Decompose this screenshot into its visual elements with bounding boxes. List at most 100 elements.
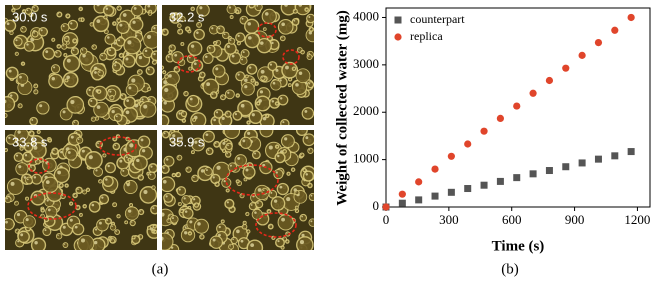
droplet-highlight (111, 239, 113, 241)
droplet-highlight (281, 22, 285, 27)
droplet (106, 46, 117, 57)
droplet (146, 225, 151, 230)
x-tick-label: 600 (502, 212, 522, 227)
droplet-highlight (36, 160, 38, 162)
droplet (291, 18, 300, 26)
droplet-highlight (177, 173, 179, 175)
droplet (98, 179, 103, 184)
droplet (152, 224, 157, 229)
droplet-highlight (229, 39, 232, 41)
droplet-highlight (60, 150, 63, 154)
droplet-highlight (114, 64, 117, 67)
droplet-highlight (113, 22, 115, 24)
droplet (280, 118, 290, 125)
droplet (170, 215, 179, 224)
droplet (5, 196, 12, 204)
droplet (164, 74, 169, 79)
droplet-highlight (113, 203, 115, 205)
droplet-highlight (147, 172, 149, 174)
droplet-highlight (245, 75, 247, 77)
droplet-highlight (94, 71, 97, 74)
legend-marker (394, 33, 402, 41)
droplet-highlight (30, 166, 32, 168)
droplet (301, 107, 314, 120)
droplet (280, 134, 295, 149)
droplet-highlight (101, 196, 104, 199)
droplet-highlight (6, 22, 10, 26)
droplet-highlight (105, 178, 108, 181)
highlight-ellipse (282, 49, 300, 65)
droplet-highlight (122, 13, 127, 17)
droplet-highlight (305, 173, 308, 176)
droplet (291, 66, 297, 72)
droplet (181, 195, 192, 205)
droplet-highlight (80, 214, 81, 215)
droplet (66, 96, 85, 114)
droplet-highlight (8, 69, 12, 73)
droplet-highlight (10, 181, 15, 186)
droplet (187, 94, 200, 108)
droplet-highlight (283, 150, 285, 152)
droplet-highlight (200, 169, 205, 173)
droplet-highlight (55, 51, 58, 54)
droplet-highlight (281, 36, 283, 39)
droplet (25, 176, 33, 185)
droplet-highlight (143, 104, 148, 109)
droplet (56, 11, 63, 18)
droplet-highlight (128, 158, 130, 160)
droplet (225, 142, 233, 151)
y-axis-title: Weight of collected water (mg) (334, 10, 350, 206)
droplet-highlight (128, 86, 132, 90)
droplet-highlight (298, 71, 303, 76)
droplet-highlight (226, 189, 228, 191)
droplet (280, 245, 285, 250)
droplet (162, 232, 174, 250)
droplet (187, 231, 193, 236)
droplet-highlight (247, 164, 250, 166)
point (545, 76, 554, 85)
droplet (190, 150, 195, 155)
droplet (308, 218, 314, 227)
droplet (134, 100, 139, 106)
legend-label: replica (410, 29, 443, 43)
droplet-highlight (299, 240, 305, 245)
highlight-ellipse (255, 212, 297, 238)
droplet (246, 239, 264, 250)
legend-label: counterpart (410, 12, 465, 26)
droplet (63, 36, 70, 43)
droplet (214, 181, 220, 187)
droplet-highlight (76, 206, 78, 208)
droplet-highlight (205, 133, 209, 137)
droplet-highlight (310, 28, 312, 30)
droplet (308, 26, 314, 32)
droplet-highlight (263, 28, 265, 29)
droplet-highlight (257, 102, 259, 104)
droplet (147, 163, 157, 174)
droplet (224, 151, 232, 158)
droplet (235, 71, 246, 82)
droplet (36, 101, 50, 115)
droplet-highlight (221, 116, 225, 120)
droplet-highlight (31, 119, 34, 121)
droplet-highlight (270, 191, 273, 194)
point (611, 26, 619, 34)
droplet (255, 101, 261, 106)
droplet-highlight (276, 102, 277, 104)
droplet (109, 224, 117, 231)
droplet (162, 114, 170, 125)
droplet-highlight (193, 62, 197, 66)
droplet-highlight (211, 93, 214, 95)
droplet (302, 167, 307, 173)
droplet (65, 40, 70, 45)
droplet-highlight (221, 220, 223, 222)
droplet-highlight (188, 56, 191, 59)
droplet (72, 38, 78, 44)
droplet (203, 167, 213, 176)
droplet-highlight (237, 156, 241, 160)
droplet-highlight (189, 220, 193, 224)
droplet (147, 11, 153, 16)
droplet-highlight (234, 113, 237, 116)
droplet (308, 193, 314, 201)
droplet (116, 20, 130, 35)
